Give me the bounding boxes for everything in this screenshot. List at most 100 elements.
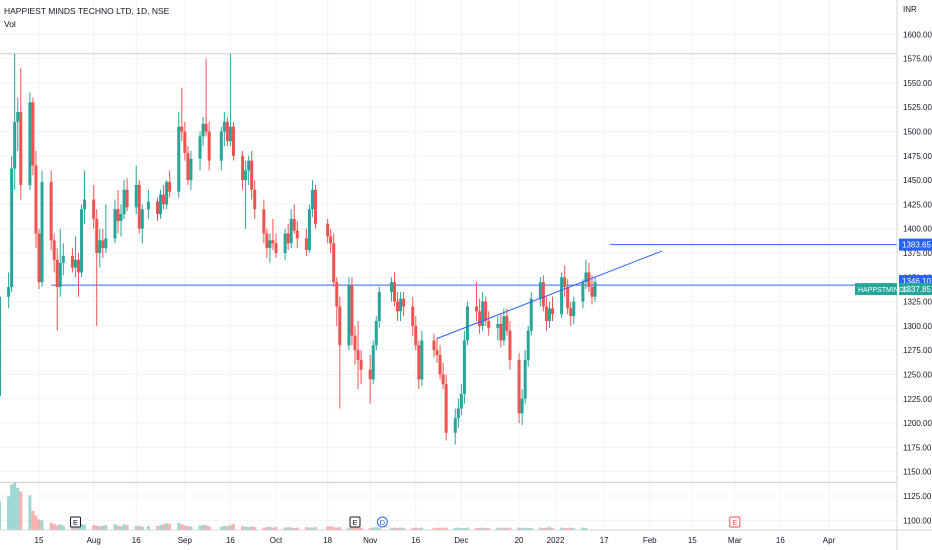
- candle-body: [478, 311, 482, 326]
- volume-bar: [92, 525, 96, 530]
- volume-bar: [19, 491, 23, 530]
- candle-body: [231, 126, 235, 156]
- candle-body: [180, 126, 184, 132]
- symbol-badge: [855, 283, 897, 296]
- candle-body: [10, 168, 14, 288]
- trend-line[interactable]: [436, 250, 663, 339]
- x-tick-label: 17: [600, 536, 609, 545]
- volume-bar: [28, 495, 32, 530]
- volume-bar: [332, 527, 336, 530]
- candle-body: [137, 184, 141, 229]
- volume-bar: [359, 527, 363, 530]
- candle-body: [526, 330, 530, 360]
- volume-bar: [420, 527, 424, 530]
- price-label-text: 1346.10: [902, 277, 931, 286]
- candle-body: [453, 418, 457, 433]
- candle-body: [435, 350, 439, 356]
- candle-body: [420, 340, 424, 380]
- event-marker-label: E: [352, 518, 357, 527]
- volume-bar: [61, 525, 65, 530]
- volume-bar: [16, 487, 20, 530]
- candle-body: [268, 240, 272, 249]
- volume-bar: [49, 522, 53, 530]
- candle-body: [475, 306, 479, 312]
- volume-bar: [189, 526, 193, 530]
- candle-body: [225, 121, 229, 142]
- candle-body: [49, 182, 53, 241]
- x-tick-label: 20: [515, 536, 524, 545]
- candle-body: [547, 308, 551, 322]
- candle-body: [414, 325, 418, 346]
- time-axis[interactable]: 15 Aug 16 Sep 16 Oct 18 Nov 16 Dec 20 2022 17 Feb 15 Ma…: [35, 536, 836, 545]
- candle-body: [335, 282, 339, 307]
- volume-bars: [0, 482, 588, 530]
- x-tick-label: 18: [323, 536, 332, 545]
- candle-body: [77, 259, 80, 273]
- candle-body: [590, 287, 594, 297]
- candle-body: [113, 209, 117, 239]
- candle-body: [286, 233, 290, 244]
- candle-body: [70, 255, 74, 268]
- volume-bar: [459, 528, 463, 530]
- candle-body: [265, 233, 269, 249]
- volume-bar: [310, 527, 314, 530]
- candle-body: [201, 123, 205, 137]
- volume-bar: [162, 524, 166, 530]
- volume-bar: [37, 519, 41, 530]
- symbol-badge-text: HAPPSTMINDS: [858, 287, 909, 294]
- candle-body: [584, 272, 588, 283]
- event-marker[interactable]: D: [376, 516, 388, 528]
- volume-bar: [10, 484, 14, 530]
- event-marker[interactable]: E: [69, 516, 81, 528]
- y-tick-label: 1300.00: [903, 322, 932, 331]
- volume-bar: [244, 526, 248, 530]
- candle-body: [544, 306, 548, 322]
- volume-bar: [329, 526, 333, 530]
- candle-body: [262, 209, 266, 234]
- candle-body: [13, 121, 17, 169]
- volume-bar: [13, 482, 17, 530]
- volume-bar: [250, 526, 254, 530]
- candle-body: [292, 218, 296, 231]
- candle-body: [329, 236, 333, 244]
- x-tick-label: Sep: [178, 536, 193, 545]
- event-marker-label: E: [732, 518, 737, 527]
- volume-bar: [581, 527, 585, 530]
- price-label-text: 1337.85: [902, 285, 931, 294]
- volume-bar: [222, 525, 226, 530]
- event-marker[interactable]: E: [349, 516, 361, 528]
- volume-bar: [508, 527, 512, 530]
- volume-bar: [547, 527, 551, 530]
- candle-body: [31, 102, 35, 166]
- volume-bar: [435, 528, 439, 530]
- y-tick-label: 1250.00: [903, 370, 932, 379]
- candle-body: [551, 308, 554, 315]
- candle-body: [247, 160, 251, 171]
- volume-bar: [98, 526, 102, 530]
- volume-bar: [31, 510, 35, 530]
- volume-bar: [353, 527, 357, 530]
- candle-body: [310, 189, 314, 210]
- candle-body: [374, 321, 378, 346]
- y-tick-label: 1175.00: [903, 443, 932, 452]
- x-tick-label: Apr: [823, 536, 836, 545]
- event-marker[interactable]: E: [729, 516, 741, 528]
- volume-bar: [73, 525, 77, 530]
- candle-body: [581, 282, 585, 302]
- x-tick-label: Oct: [270, 536, 283, 545]
- candle-body: [207, 131, 211, 161]
- candle-body: [16, 112, 20, 122]
- volume-bar: [204, 525, 208, 530]
- candle-body: [146, 201, 150, 210]
- volume-bar: [7, 496, 11, 530]
- candle-body: [241, 155, 245, 181]
- volume-bar: [414, 527, 418, 530]
- x-tick-label: 16: [411, 536, 420, 545]
- x-tick-label: 15: [35, 536, 44, 545]
- volume-bar: [77, 525, 80, 530]
- candle-body: [165, 182, 169, 205]
- y-tick-label: 1525.00: [903, 103, 932, 112]
- volume-bar: [80, 524, 84, 530]
